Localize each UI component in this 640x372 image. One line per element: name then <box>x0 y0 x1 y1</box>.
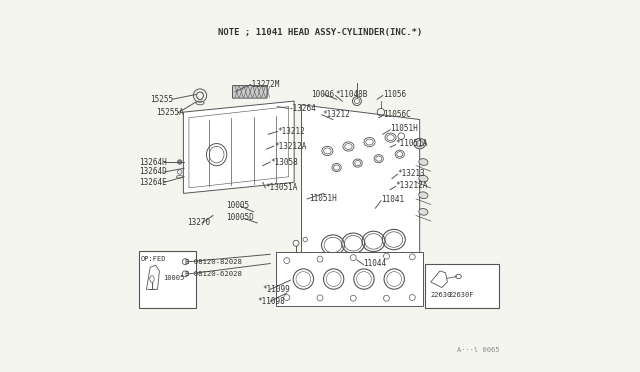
Text: *13213: *13213 <box>397 169 426 177</box>
Text: *11098: *11098 <box>257 297 285 306</box>
Text: *11048B: *11048B <box>335 90 368 99</box>
Text: 13264H: 13264H <box>139 157 167 167</box>
Text: 11051H: 11051H <box>309 194 337 203</box>
Text: -13272M: -13272M <box>248 80 280 89</box>
Text: 11041: 11041 <box>381 195 404 204</box>
Text: 11056C: 11056C <box>383 109 412 119</box>
Text: 15255A: 15255A <box>156 108 184 118</box>
Text: 15255: 15255 <box>150 95 173 104</box>
Text: 10005: 10005 <box>226 201 249 210</box>
Polygon shape <box>431 271 447 288</box>
Text: *13212: *13212 <box>322 109 349 119</box>
Text: NOTE ; 11041 HEAD ASSY-CYLINDER(INC.*): NOTE ; 11041 HEAD ASSY-CYLINDER(INC.*) <box>218 28 422 37</box>
Text: 13264E: 13264E <box>139 178 167 187</box>
Text: -13264: -13264 <box>289 104 316 113</box>
Text: *13212A: *13212A <box>396 181 428 190</box>
Text: 11056: 11056 <box>383 90 406 99</box>
Polygon shape <box>301 105 420 275</box>
Text: B 08120-82028: B 08120-82028 <box>185 259 242 265</box>
Text: 10006: 10006 <box>311 90 334 99</box>
Text: B 08120-62028: B 08120-62028 <box>185 271 242 277</box>
Ellipse shape <box>419 208 428 215</box>
Circle shape <box>177 160 182 164</box>
Ellipse shape <box>419 175 428 182</box>
Text: 13264D: 13264D <box>139 167 167 176</box>
Text: 13270: 13270 <box>187 218 210 227</box>
Text: 22630: 22630 <box>431 292 452 298</box>
Text: *13051A: *13051A <box>266 183 298 192</box>
Text: *13058: *13058 <box>270 157 298 167</box>
Text: OP:FED: OP:FED <box>141 256 166 262</box>
Text: 11051H: 11051H <box>390 124 418 133</box>
FancyBboxPatch shape <box>232 86 268 98</box>
FancyBboxPatch shape <box>425 263 499 308</box>
FancyBboxPatch shape <box>139 251 196 308</box>
Ellipse shape <box>419 192 428 199</box>
Polygon shape <box>147 265 159 289</box>
Text: *13212A: *13212A <box>274 142 306 151</box>
Text: 11044: 11044 <box>364 259 387 268</box>
Text: *11099: *11099 <box>263 285 291 294</box>
Text: *11051A: *11051A <box>396 139 428 148</box>
Polygon shape <box>184 101 294 193</box>
Ellipse shape <box>419 158 428 166</box>
Ellipse shape <box>414 138 426 149</box>
Text: *13212: *13212 <box>278 127 305 136</box>
Text: 22630F: 22630F <box>449 292 474 298</box>
Text: 10005: 10005 <box>163 275 184 281</box>
Text: 10005D: 10005D <box>226 213 253 222</box>
Polygon shape <box>276 253 424 306</box>
Text: A···l 0065: A···l 0065 <box>456 347 499 353</box>
